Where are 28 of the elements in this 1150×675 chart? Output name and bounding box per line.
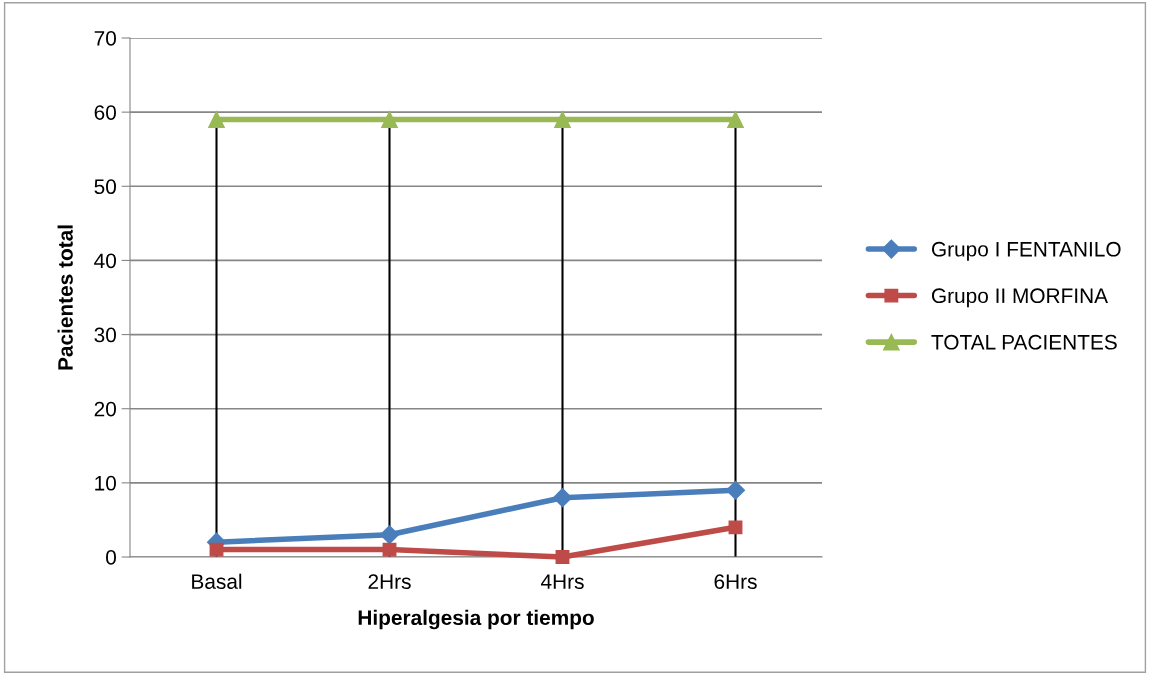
y-tick-label: 10 <box>95 475 116 491</box>
legend-label: TOTAL PACIENTES <box>931 334 1117 350</box>
point <box>208 111 225 128</box>
point <box>379 525 400 545</box>
x-axis-title: Hiperalgesia por tiempo <box>358 609 594 630</box>
point <box>725 480 746 500</box>
y-tick-label: 20 <box>94 401 116 417</box>
x-tick-label: 6Hrs <box>714 574 757 589</box>
y-axis-title: Pacientes total <box>57 225 73 370</box>
y-tick-label: 40 <box>94 253 116 269</box>
y-tick-label: 50 <box>94 179 116 195</box>
point <box>209 542 224 557</box>
y-tick-label: 70 <box>94 31 116 46</box>
point <box>727 111 744 128</box>
point <box>554 111 571 128</box>
y-tick-label: 60 <box>94 105 116 120</box>
point <box>381 111 398 128</box>
y-tick-label: 0 <box>106 550 116 565</box>
x-tick-label: 4Hrs <box>540 574 584 589</box>
point <box>552 488 573 508</box>
point <box>382 542 397 557</box>
legend-label: Grupo II MORFINA <box>931 288 1108 308</box>
point <box>555 550 570 564</box>
x-tick-label: Basal <box>192 573 242 589</box>
point <box>728 520 743 535</box>
legend-label: Grupo I FENTANILO <box>931 241 1121 261</box>
x-tick-label: 2Hrs <box>368 574 411 589</box>
y-tick-label: 30 <box>94 327 116 343</box>
